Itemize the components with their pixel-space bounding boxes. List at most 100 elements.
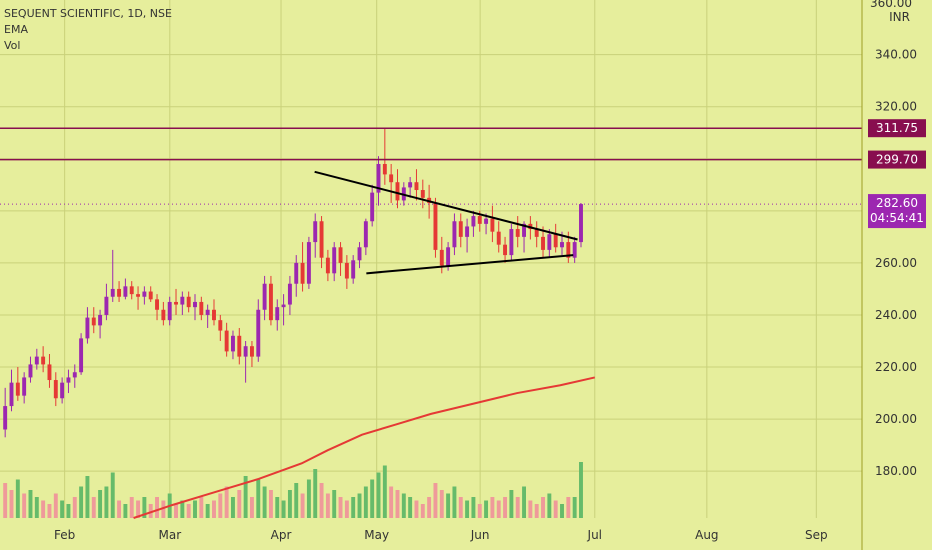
volume-bar xyxy=(528,500,533,518)
candle-body xyxy=(281,304,286,308)
trendline xyxy=(314,170,578,241)
volume-bar xyxy=(15,479,20,518)
volume-bar xyxy=(294,483,299,518)
volume-bar xyxy=(370,479,375,518)
volume-bar xyxy=(300,493,305,518)
x-tick-label: Mar xyxy=(158,528,181,542)
volume-bar xyxy=(79,486,84,518)
volume-bar xyxy=(186,504,191,518)
vol-legend-item[interactable]: Vol xyxy=(4,39,21,52)
volume-bar xyxy=(553,500,558,518)
candle-body xyxy=(395,182,400,201)
volume-bar xyxy=(148,504,153,518)
candle-body xyxy=(541,236,545,250)
candle-body xyxy=(129,286,134,295)
chart-legend: SEQUENT SCIENTIFIC, 1D, NSE EMA Vol xyxy=(4,6,172,54)
candle-body xyxy=(452,221,457,248)
volume-bar xyxy=(9,490,14,518)
y-tick-label: 220.00 xyxy=(875,360,917,374)
volume-bar xyxy=(344,500,349,518)
y-tick-label: 340.00 xyxy=(875,48,917,62)
x-tick-label: Feb xyxy=(54,528,75,542)
volume-bar xyxy=(452,486,457,518)
volume-bar xyxy=(136,500,141,518)
time-axis[interactable]: Feb Mar Apr May Jun Jul Aug Sep xyxy=(54,528,828,542)
candle-body xyxy=(389,174,394,183)
candle-body xyxy=(161,309,166,321)
candle-body xyxy=(256,309,261,357)
volume-bar xyxy=(60,500,65,518)
candle-body xyxy=(515,229,520,237)
candle-body xyxy=(458,221,463,237)
candle-body xyxy=(123,286,128,297)
volume-bar xyxy=(174,504,178,518)
candle-body xyxy=(465,226,470,237)
candle-body xyxy=(477,216,482,224)
candle-body xyxy=(471,216,476,227)
candle-body xyxy=(72,372,77,378)
candle-body xyxy=(212,309,216,321)
candle-body xyxy=(408,182,413,188)
candle-body xyxy=(484,218,489,224)
x-tick-label: Jul xyxy=(587,528,602,542)
volume-bar xyxy=(382,465,387,518)
x-tick-label: Sep xyxy=(805,528,828,542)
candle-body xyxy=(167,301,172,321)
volume-bar xyxy=(414,500,419,518)
y-tick-label: 240.00 xyxy=(875,308,917,322)
volume-bar xyxy=(231,497,235,518)
symbol-title[interactable]: SEQUENT SCIENTIFIC, 1D, NSE xyxy=(4,7,172,20)
volume-bar xyxy=(579,462,583,518)
volume-bar xyxy=(41,500,46,518)
trendlines[interactable] xyxy=(314,170,578,275)
volume-bar xyxy=(53,493,58,518)
candle-body xyxy=(199,301,204,315)
candle-body xyxy=(503,244,508,256)
candle-body xyxy=(9,382,14,407)
volume-bar xyxy=(161,500,166,518)
candle-body xyxy=(553,234,558,248)
candle-body xyxy=(363,221,368,248)
candle-body xyxy=(85,317,90,339)
candle-body xyxy=(332,247,337,274)
candle-body xyxy=(231,335,235,352)
candle-body xyxy=(262,283,267,310)
candle-body xyxy=(300,262,305,284)
level-label-bg xyxy=(868,150,926,169)
ema-legend-item[interactable]: EMA xyxy=(4,23,28,36)
candle-body xyxy=(155,299,159,310)
volume-bar xyxy=(566,497,571,518)
volume-bar xyxy=(446,493,451,518)
volume-bar xyxy=(490,497,495,518)
candle-body xyxy=(174,301,178,305)
volume-bar xyxy=(28,490,33,518)
x-tick-label: May xyxy=(364,528,389,542)
volume-bar xyxy=(66,504,71,518)
candle-body xyxy=(313,221,318,243)
volume-bar xyxy=(376,472,381,518)
candle-body xyxy=(414,182,419,191)
volume-bar xyxy=(572,497,577,518)
volume-bar xyxy=(547,493,552,518)
candle-body xyxy=(91,317,96,326)
candle-body xyxy=(243,346,248,357)
candle-body xyxy=(193,301,197,308)
countdown-label: 04:54:41 xyxy=(870,211,924,225)
horizontal-levels[interactable] xyxy=(0,127,862,205)
volume-bar xyxy=(256,479,261,518)
candle-body xyxy=(237,335,242,357)
level-label: 311.75 xyxy=(876,121,918,135)
candle-body xyxy=(34,356,39,365)
trendline xyxy=(366,254,574,275)
ema-line xyxy=(133,376,596,519)
volume-bar xyxy=(243,476,248,518)
candle-body xyxy=(136,294,141,297)
volume-bar xyxy=(212,500,216,518)
volume-bar xyxy=(142,497,147,518)
volume-bar xyxy=(319,483,324,518)
x-tick-label: Jun xyxy=(470,528,490,542)
candle-body xyxy=(547,234,552,250)
volume-bar xyxy=(306,479,311,518)
